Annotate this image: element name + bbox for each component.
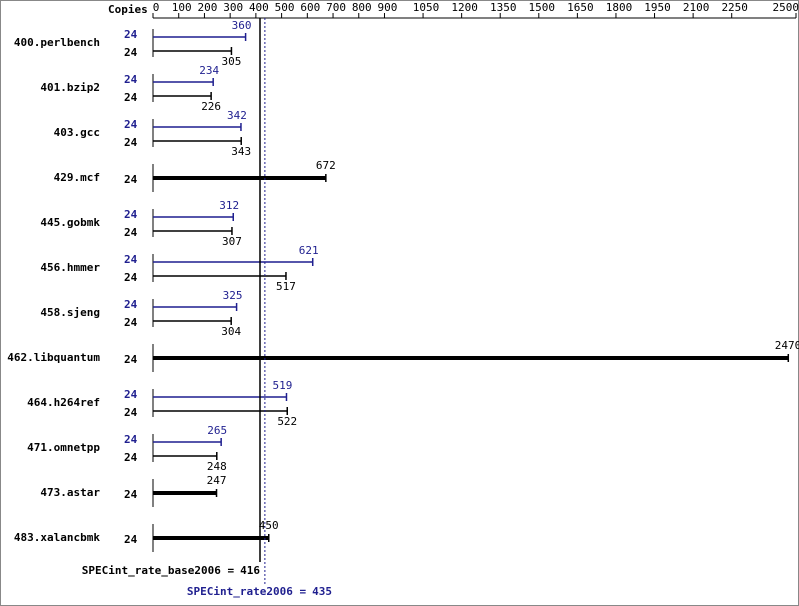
summary-label: SPECint_rate_base2006 = — [82, 564, 235, 577]
benchmark-name: 473.astar — [40, 486, 100, 499]
copies-label: 24 — [124, 226, 138, 239]
axis-label: Copies — [108, 3, 148, 16]
copies-label: 24 — [124, 173, 138, 186]
value-label: 2470 — [775, 339, 799, 352]
value-label: 305 — [222, 55, 242, 68]
x-tick-label: 1500 — [529, 1, 556, 14]
copies-label: 24 — [124, 253, 138, 266]
x-tick-label: 0 — [153, 1, 160, 14]
copies-label: 24 — [124, 451, 138, 464]
x-tick-label: 100 — [172, 1, 192, 14]
value-label: 342 — [227, 109, 247, 122]
x-tick-label: 800 — [352, 1, 372, 14]
value-label: 672 — [316, 159, 336, 172]
copies-label: 24 — [124, 73, 138, 86]
copies-label: 24 — [124, 488, 138, 501]
value-label: 247 — [207, 474, 227, 487]
benchmark-name: 483.xalancbmk — [14, 531, 100, 544]
copies-label: 24 — [124, 406, 138, 419]
x-tick-label: 2100 — [683, 1, 710, 14]
value-label: 517 — [276, 280, 296, 293]
copies-label: 24 — [124, 46, 138, 59]
benchmark-name: 464.h264ref — [27, 396, 100, 409]
benchmark-name: 403.gcc — [54, 126, 100, 139]
copies-label: 24 — [124, 136, 138, 149]
value-label: 234 — [199, 64, 219, 77]
value-label: 360 — [232, 19, 252, 32]
copies-label: 24 — [124, 433, 138, 446]
copies-label: 24 — [124, 118, 138, 131]
value-label: 325 — [223, 289, 243, 302]
benchmark-name: 429.mcf — [54, 171, 100, 184]
value-label: 312 — [219, 199, 239, 212]
x-tick-label: 200 — [198, 1, 218, 14]
value-label: 519 — [273, 379, 293, 392]
benchmark-name: 471.omnetpp — [27, 441, 100, 454]
value-label: 304 — [221, 325, 241, 338]
x-tick-label: 400 — [249, 1, 269, 14]
benchmark-name: 401.bzip2 — [40, 81, 100, 94]
summary-label: SPECint_rate2006 = — [187, 585, 307, 598]
x-tick-label: 300 — [223, 1, 243, 14]
benchmark-name: 456.hmmer — [40, 261, 100, 274]
copies-label: 24 — [124, 388, 138, 401]
x-tick-label: 1650 — [567, 1, 594, 14]
benchmark-name: 400.perlbench — [14, 36, 100, 49]
summary-peak: SPECint_rate2006 = 435 — [187, 585, 332, 598]
value-label: 522 — [277, 415, 297, 428]
value-label: 226 — [201, 100, 221, 113]
benchmark-name: 462.libquantum — [7, 351, 100, 364]
copies-label: 24 — [124, 271, 138, 284]
summary-value: 435 — [312, 585, 332, 598]
value-label: 343 — [231, 145, 251, 158]
value-label: 621 — [299, 244, 319, 257]
x-tick-label: 2500 — [773, 1, 799, 14]
x-tick-label: 600 — [300, 1, 320, 14]
copies-label: 24 — [124, 316, 138, 329]
summary-value: 416 — [240, 564, 260, 577]
x-tick-label: 900 — [378, 1, 398, 14]
summary-base: SPECint_rate_base2006 = 416 — [82, 564, 261, 577]
copies-label: 24 — [124, 353, 138, 366]
x-tick-label: 1950 — [644, 1, 671, 14]
x-tick-label: 500 — [275, 1, 295, 14]
x-tick-label: 2250 — [721, 1, 748, 14]
value-label: 307 — [222, 235, 242, 248]
copies-label: 24 — [124, 298, 138, 311]
copies-label: 24 — [124, 208, 138, 221]
copies-label: 24 — [124, 91, 138, 104]
benchmark-name: 458.sjeng — [40, 306, 100, 319]
x-tick-label: 1800 — [606, 1, 633, 14]
value-label: 450 — [259, 519, 279, 532]
value-label: 265 — [207, 424, 227, 437]
value-label: 248 — [207, 460, 227, 473]
x-tick-label: 700 — [326, 1, 346, 14]
x-tick-label: 1350 — [490, 1, 517, 14]
x-tick-label: 1200 — [451, 1, 478, 14]
copies-label: 24 — [124, 28, 138, 41]
benchmark-name: 445.gobmk — [40, 216, 100, 229]
x-tick-label: 1050 — [413, 1, 440, 14]
copies-label: 24 — [124, 533, 138, 546]
